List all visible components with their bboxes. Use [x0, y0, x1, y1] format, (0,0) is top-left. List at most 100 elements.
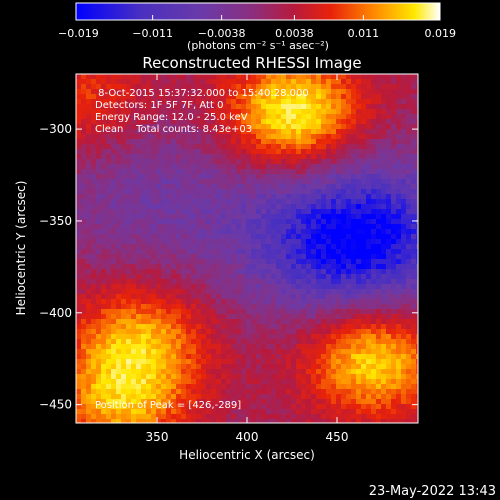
heatmap-cell — [186, 354, 191, 359]
heatmap-cell — [406, 379, 411, 384]
heatmap-cell — [266, 384, 271, 389]
heatmap-cell — [246, 379, 251, 384]
heatmap-cell — [331, 404, 336, 409]
heatmap-cell — [416, 284, 418, 289]
heatmap-cell — [326, 374, 331, 379]
heatmap-cell — [401, 174, 406, 179]
heatmap-cell — [321, 184, 326, 189]
heatmap-cell — [266, 264, 271, 269]
heatmap-cell — [76, 314, 81, 319]
heatmap-cell — [236, 369, 241, 374]
heatmap-cell — [331, 389, 336, 394]
heatmap-cell — [366, 414, 371, 419]
heatmap-cell — [321, 164, 326, 169]
heatmap-cell — [86, 129, 91, 134]
heatmap-cell — [381, 194, 386, 199]
heatmap-cell — [326, 114, 331, 119]
heatmap-cell — [376, 389, 381, 394]
heatmap-cell — [271, 264, 276, 269]
heatmap-cell — [106, 409, 111, 414]
heatmap-cell — [291, 314, 296, 319]
heatmap-cell — [311, 104, 316, 109]
heatmap-cell — [321, 89, 326, 94]
heatmap-cell — [281, 104, 286, 109]
heatmap-cell — [326, 404, 331, 409]
heatmap-cell — [76, 354, 81, 359]
heatmap-cell — [321, 389, 326, 394]
heatmap-cell — [296, 409, 301, 414]
heatmap-cell — [361, 374, 366, 379]
heatmap-cell — [111, 384, 116, 389]
heatmap-cell — [396, 214, 401, 219]
heatmap-cell — [356, 354, 361, 359]
heatmap-cell — [131, 214, 136, 219]
heatmap-cell — [406, 344, 411, 349]
heatmap-cell — [371, 319, 376, 324]
heatmap-cell — [136, 344, 141, 349]
heatmap-cell — [101, 314, 106, 319]
heatmap-cell — [166, 109, 171, 114]
heatmap-cell — [141, 364, 146, 369]
heatmap-cell — [316, 104, 321, 109]
heatmap-cell — [131, 409, 136, 414]
heatmap-cell — [111, 144, 116, 149]
heatmap-cell — [241, 379, 246, 384]
heatmap-cell — [341, 209, 346, 214]
heatmap-cell — [211, 84, 216, 89]
heatmap-cell — [176, 169, 181, 174]
heatmap-cell — [161, 224, 166, 229]
heatmap-cell — [286, 399, 291, 404]
heatmap-cell — [301, 399, 306, 404]
heatmap-cell — [161, 84, 166, 89]
heatmap-cell — [171, 404, 176, 409]
heatmap-cell — [381, 414, 386, 419]
heatmap-cell — [156, 139, 161, 144]
heatmap-cell — [171, 354, 176, 359]
heatmap-cell — [351, 234, 356, 239]
heatmap-cell — [376, 299, 381, 304]
heatmap-cell — [201, 234, 206, 239]
heatmap-cell — [286, 204, 291, 209]
heatmap-cell — [91, 419, 96, 423]
heatmap-cell — [126, 134, 131, 139]
heatmap-cell — [136, 309, 141, 314]
heatmap-cell — [186, 134, 191, 139]
heatmap-cell — [366, 254, 371, 259]
heatmap-cell — [371, 109, 376, 114]
heatmap-cell — [221, 354, 226, 359]
heatmap-cell — [91, 359, 96, 364]
heatmap-cell — [91, 329, 96, 334]
heatmap-cell — [356, 394, 361, 399]
heatmap-cell — [286, 199, 291, 204]
heatmap-cell — [201, 344, 206, 349]
heatmap-cell — [351, 349, 356, 354]
heatmap-cell — [311, 214, 316, 219]
heatmap-cell — [136, 419, 141, 423]
heatmap-cell — [281, 384, 286, 389]
heatmap-cell — [401, 409, 406, 414]
heatmap-cell — [211, 369, 216, 374]
heatmap-cell — [281, 304, 286, 309]
heatmap-cell — [271, 334, 276, 339]
heatmap-cell — [116, 279, 121, 284]
heatmap-cell — [406, 349, 411, 354]
heatmap-cell — [406, 144, 411, 149]
heatmap-cell — [371, 74, 376, 79]
heatmap-cell — [151, 284, 156, 289]
heatmap-cell — [101, 289, 106, 294]
heatmap-cell — [386, 284, 391, 289]
heatmap-cell — [311, 354, 316, 359]
heatmap-cell — [406, 159, 411, 164]
heatmap-cell — [211, 394, 216, 399]
heatmap-cell — [121, 289, 126, 294]
heatmap-cell — [96, 109, 101, 114]
heatmap-cell — [251, 109, 256, 114]
heatmap-cell — [391, 279, 396, 284]
heatmap-cell — [136, 204, 141, 209]
heatmap-cell — [266, 279, 271, 284]
heatmap-cell — [186, 339, 191, 344]
heatmap-cell — [226, 334, 231, 339]
heatmap-cell — [306, 374, 311, 379]
heatmap-cell — [171, 294, 176, 299]
heatmap-cell — [401, 334, 406, 339]
